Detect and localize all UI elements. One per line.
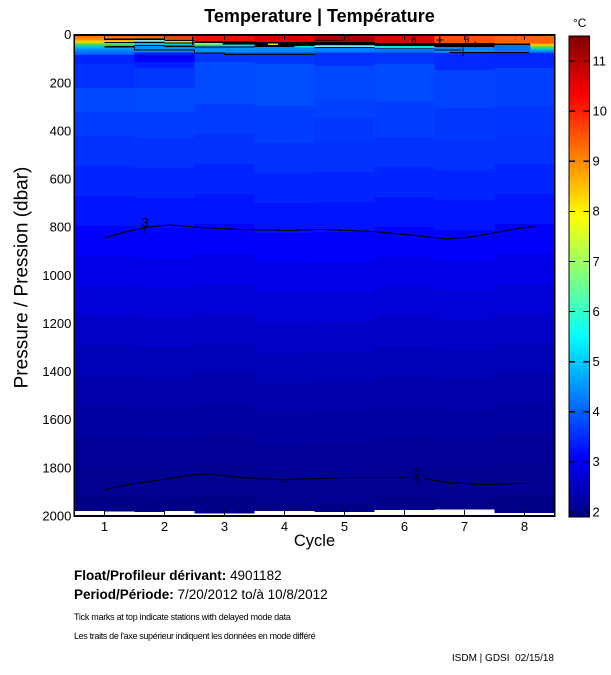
svg-text:1400: 1400 — [42, 364, 71, 379]
svg-text:2: 2 — [593, 504, 600, 519]
svg-text:4: 4 — [281, 519, 288, 534]
svg-text:1000: 1000 — [42, 268, 71, 283]
svg-text:1600: 1600 — [42, 412, 71, 427]
svg-text:10: 10 — [593, 104, 607, 119]
svg-text:6: 6 — [401, 519, 408, 534]
svg-text:8: 8 — [521, 519, 528, 534]
svg-text:2: 2 — [414, 467, 421, 482]
svg-text:7: 7 — [461, 519, 468, 534]
svg-text:3: 3 — [221, 519, 228, 534]
svg-text:600: 600 — [50, 172, 72, 187]
svg-text:4: 4 — [472, 39, 477, 49]
svg-text:1: 1 — [101, 519, 108, 534]
svg-text:11: 11 — [593, 53, 607, 68]
svg-text:7: 7 — [593, 254, 600, 269]
svg-text:2: 2 — [161, 519, 168, 534]
svg-text:3: 3 — [141, 215, 148, 230]
svg-text:1200: 1200 — [42, 316, 71, 331]
svg-text:4: 4 — [593, 404, 600, 419]
svg-text:1800: 1800 — [42, 460, 71, 475]
svg-text:200: 200 — [50, 75, 72, 90]
svg-text:2000: 2000 — [42, 509, 71, 524]
svg-text:6: 6 — [412, 35, 417, 45]
svg-text:3: 3 — [593, 454, 600, 469]
svg-text:800: 800 — [50, 220, 72, 235]
svg-text:0: 0 — [64, 27, 71, 42]
svg-text:6: 6 — [593, 304, 600, 319]
svg-text:400: 400 — [50, 124, 72, 139]
svg-text:8: 8 — [465, 35, 470, 45]
svg-text:8: 8 — [593, 204, 600, 219]
svg-text:5: 5 — [341, 519, 348, 534]
svg-text:5: 5 — [593, 354, 600, 369]
svg-text:9: 9 — [593, 154, 600, 169]
